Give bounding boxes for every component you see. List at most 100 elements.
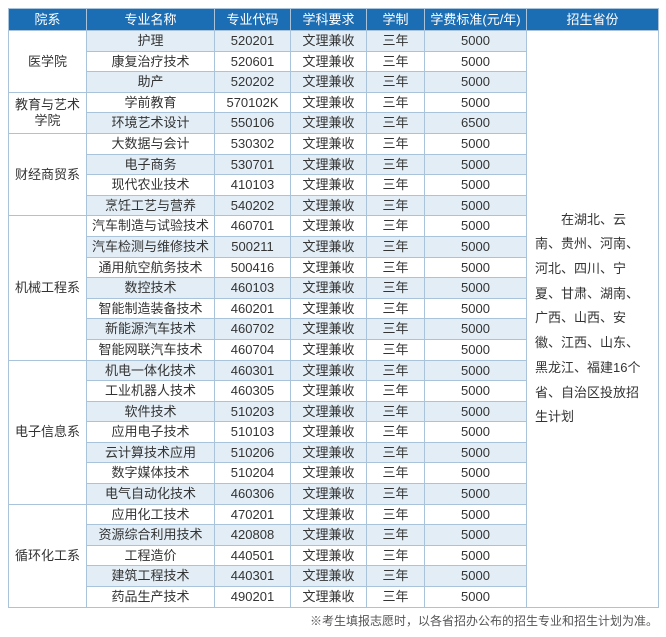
major-duration: 三年 [367, 339, 425, 360]
col-code: 专业代码 [215, 9, 291, 31]
major-duration: 三年 [367, 154, 425, 175]
major-subject: 文理兼收 [291, 319, 367, 340]
major-code: 540202 [215, 195, 291, 216]
major-name: 康复治疗技术 [87, 51, 215, 72]
major-name: 大数据与会计 [87, 133, 215, 154]
major-fee: 5000 [425, 587, 527, 608]
major-subject: 文理兼收 [291, 504, 367, 525]
major-name: 通用航空航务技术 [87, 257, 215, 278]
dept-cell: 循环化工系 [9, 504, 87, 607]
major-fee: 5000 [425, 72, 527, 93]
major-fee: 5000 [425, 133, 527, 154]
major-name: 环境艺术设计 [87, 113, 215, 134]
major-name: 工程造价 [87, 545, 215, 566]
major-fee: 6500 [425, 113, 527, 134]
major-code: 440501 [215, 545, 291, 566]
major-subject: 文理兼收 [291, 31, 367, 52]
major-name: 应用化工技术 [87, 504, 215, 525]
major-subject: 文理兼收 [291, 339, 367, 360]
provinces-cell: 在湖北、云南、贵州、河南、河北、四川、宁夏、甘肃、湖南、广西、山西、安徽、江西、… [527, 31, 659, 608]
major-name: 电子商务 [87, 154, 215, 175]
major-duration: 三年 [367, 422, 425, 443]
major-duration: 三年 [367, 133, 425, 154]
major-fee: 5000 [425, 484, 527, 505]
major-duration: 三年 [367, 195, 425, 216]
major-subject: 文理兼收 [291, 298, 367, 319]
major-duration: 三年 [367, 113, 425, 134]
major-code: 570102K [215, 92, 291, 113]
table-row: 医学院护理520201文理兼收三年5000 在湖北、云南、贵州、河南、河北、四川… [9, 31, 659, 52]
major-code: 550106 [215, 113, 291, 134]
major-duration: 三年 [367, 463, 425, 484]
table-header-row: 院系 专业名称 专业代码 学科要求 学制 学费标准(元/年) 招生省份 [9, 9, 659, 31]
major-name: 工业机器人技术 [87, 381, 215, 402]
major-fee: 5000 [425, 92, 527, 113]
major-fee: 5000 [425, 525, 527, 546]
major-subject: 文理兼收 [291, 566, 367, 587]
major-fee: 5000 [425, 195, 527, 216]
major-fee: 5000 [425, 545, 527, 566]
major-subject: 文理兼收 [291, 133, 367, 154]
table-body: 医学院护理520201文理兼收三年5000 在湖北、云南、贵州、河南、河北、四川… [9, 31, 659, 608]
major-name: 药品生产技术 [87, 587, 215, 608]
footnote: ※考生填报志愿时，以各省招办公布的招生专业和招生计划为准。 [8, 612, 658, 629]
major-fee: 5000 [425, 442, 527, 463]
major-name: 云计算技术应用 [87, 442, 215, 463]
major-code: 460103 [215, 278, 291, 299]
major-name: 汽车制造与试验技术 [87, 216, 215, 237]
major-duration: 三年 [367, 504, 425, 525]
major-subject: 文理兼收 [291, 381, 367, 402]
major-name: 数字媒体技术 [87, 463, 215, 484]
major-subject: 文理兼收 [291, 92, 367, 113]
major-subject: 文理兼收 [291, 216, 367, 237]
dept-cell: 电子信息系 [9, 360, 87, 504]
major-name: 护理 [87, 31, 215, 52]
major-code: 460301 [215, 360, 291, 381]
major-code: 520202 [215, 72, 291, 93]
major-fee: 5000 [425, 463, 527, 484]
major-name: 机电一体化技术 [87, 360, 215, 381]
major-code: 520601 [215, 51, 291, 72]
col-provinces: 招生省份 [527, 9, 659, 31]
col-major: 专业名称 [87, 9, 215, 31]
major-fee: 5000 [425, 319, 527, 340]
major-name: 烹饪工艺与营养 [87, 195, 215, 216]
major-fee: 5000 [425, 278, 527, 299]
major-fee: 5000 [425, 236, 527, 257]
major-subject: 文理兼收 [291, 360, 367, 381]
major-code: 460701 [215, 216, 291, 237]
major-subject: 文理兼收 [291, 442, 367, 463]
major-subject: 文理兼收 [291, 587, 367, 608]
dept-cell: 财经商贸系 [9, 133, 87, 215]
major-duration: 三年 [367, 72, 425, 93]
major-name: 现代农业技术 [87, 175, 215, 196]
major-duration: 三年 [367, 92, 425, 113]
major-duration: 三年 [367, 442, 425, 463]
major-subject: 文理兼收 [291, 525, 367, 546]
major-code: 490201 [215, 587, 291, 608]
major-name: 电气自动化技术 [87, 484, 215, 505]
major-fee: 5000 [425, 566, 527, 587]
major-name: 建筑工程技术 [87, 566, 215, 587]
major-code: 520201 [215, 31, 291, 52]
major-code: 440301 [215, 566, 291, 587]
major-code: 510206 [215, 442, 291, 463]
major-fee: 5000 [425, 175, 527, 196]
major-code: 460702 [215, 319, 291, 340]
major-duration: 三年 [367, 587, 425, 608]
major-subject: 文理兼收 [291, 51, 367, 72]
major-code: 470201 [215, 504, 291, 525]
dept-cell: 机械工程系 [9, 216, 87, 360]
dept-cell: 教育与艺术学院 [9, 92, 87, 133]
major-subject: 文理兼收 [291, 257, 367, 278]
major-duration: 三年 [367, 360, 425, 381]
major-name: 智能网联汽车技术 [87, 339, 215, 360]
major-subject: 文理兼收 [291, 401, 367, 422]
major-code: 460201 [215, 298, 291, 319]
major-subject: 文理兼收 [291, 154, 367, 175]
major-name: 数控技术 [87, 278, 215, 299]
major-name: 软件技术 [87, 401, 215, 422]
col-duration: 学制 [367, 9, 425, 31]
major-fee: 5000 [425, 31, 527, 52]
major-duration: 三年 [367, 319, 425, 340]
